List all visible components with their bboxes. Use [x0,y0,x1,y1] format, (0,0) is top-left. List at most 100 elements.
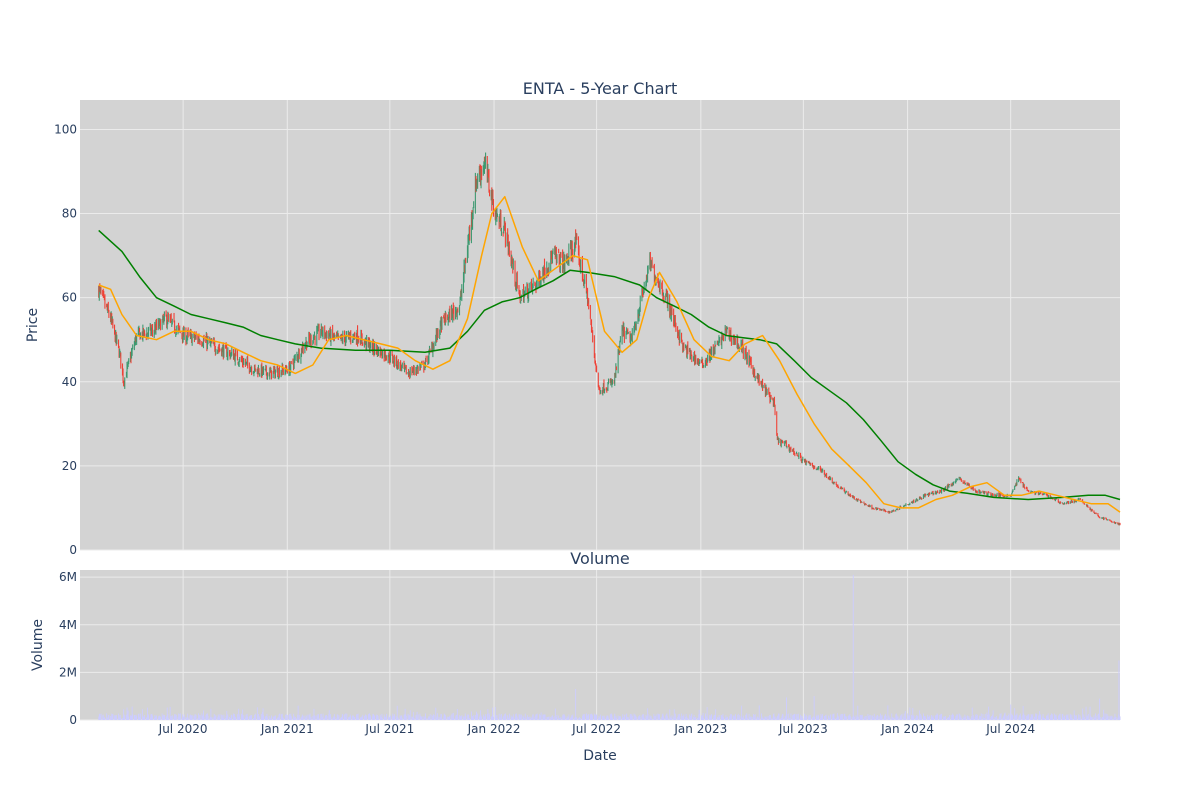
volume-bar [784,717,786,720]
volume-bar [191,715,193,720]
volume-bar [134,715,136,720]
volume-bar [691,713,693,720]
price-tick-label: 20 [62,459,77,473]
volume-bar [1008,715,1009,720]
volume-bar [891,713,893,720]
volume-bar [883,718,885,720]
volume-bar [819,718,821,720]
volume-bar [1034,716,1035,720]
volume-bar [1003,715,1005,720]
volume-bar [1102,717,1104,720]
volume-bar [745,715,747,720]
volume-bar [1016,713,1018,720]
volume-bar [263,714,264,720]
volume-bar [1030,714,1032,720]
volume-bar [714,715,715,720]
volume-bar [495,715,497,720]
volume-bar [515,713,517,720]
volume-bar [516,715,518,720]
volume-bar [718,715,720,720]
volume-bar [289,715,291,720]
volume-bar [1113,717,1115,720]
volume-bar [912,708,914,720]
volume-bar [1012,715,1013,720]
volume-bar [272,716,274,720]
volume-bar [586,716,588,720]
volume-bar [725,715,727,720]
volume-bar [123,709,125,720]
volume-bar [1024,714,1026,720]
volume-bar [604,718,605,720]
volume-bar [518,714,520,720]
volume-bar [332,718,334,720]
volume-bar [986,712,988,720]
volume-bar [503,715,505,720]
volume-bar [334,716,336,720]
volume-bar [873,713,875,720]
volume-bar [554,716,556,720]
volume-bar [444,714,446,720]
volume-bar [275,715,276,720]
volume-bar [690,716,692,720]
volume-bar [256,707,258,720]
volume-bar [447,716,449,720]
volume-bar [249,716,250,720]
volume-bar [387,717,389,720]
volume-bar [126,707,128,720]
volume-bar [411,716,413,720]
volume-bar [382,718,383,720]
volume-bar [698,709,700,720]
volume-bar [877,716,879,720]
volume-bar [717,716,719,720]
volume-bar [1039,714,1041,720]
volume-bar [552,716,554,720]
volume-bar [143,716,145,720]
volume-bar [933,717,935,720]
volume-bar [1094,717,1096,720]
volume-bar [646,716,648,720]
volume-bar [808,716,809,720]
volume-bar [254,714,255,720]
volume-bar [213,717,215,720]
volume-bar [905,718,907,720]
volume-bar [293,715,295,720]
volume-bar [1082,708,1084,720]
volume-bar [673,709,675,720]
volume-bar [845,716,847,720]
volume-bar [386,713,387,720]
volume-bar [1050,718,1052,720]
volume-bar [888,715,890,720]
volume-bar [671,717,672,720]
volume-bars [98,574,1121,720]
volume-bar [1018,715,1020,720]
volume-bar [538,718,540,720]
volume-bar [309,713,311,720]
volume-bar [471,711,472,720]
volume-bar [1113,717,1115,720]
volume-bar [330,717,332,720]
volume-bar [467,714,468,720]
volume-bar [357,713,359,720]
volume-bar [567,717,569,720]
volume-bar [115,715,117,720]
volume-bar [650,715,652,720]
volume-bar [715,709,717,720]
volume-bar [262,708,264,720]
volume-bar [689,714,690,720]
volume-bar [103,718,105,720]
volume-bar [814,716,816,720]
volume-bar [879,716,881,720]
volume-bar [1098,713,1099,720]
volume-bar [610,713,612,720]
volume-bar [348,717,349,720]
volume-bar [262,712,263,720]
volume-bar [377,715,378,720]
volume-bar [497,718,498,720]
volume-bar [193,715,195,720]
volume-bar [829,717,830,720]
volume-bar [590,714,591,720]
volume-bar [254,717,256,720]
volume-bar [205,713,207,720]
volume-bar [215,715,217,720]
volume-bar [681,718,683,720]
